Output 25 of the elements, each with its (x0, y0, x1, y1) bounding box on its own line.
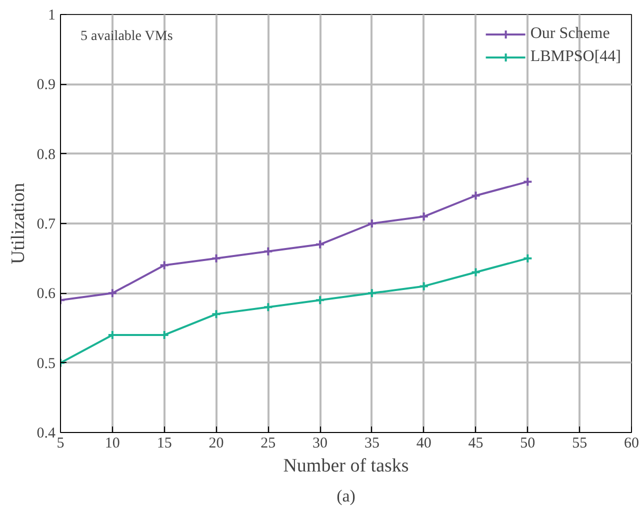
x-tick-label: 60 (624, 436, 639, 452)
x-tick-label: 45 (468, 436, 484, 452)
y-tick-label: 0.5 (36, 356, 56, 372)
x-tick-label: 55 (572, 436, 588, 452)
y-tick-label: 0.4 (36, 426, 56, 442)
y-axis-title: Utilization (8, 182, 29, 264)
legend-label: Our Scheme (530, 25, 610, 43)
y-tick-label: 0.7 (36, 216, 56, 232)
y-tick-label: 0.9 (36, 77, 56, 94)
x-tick-label: 50 (520, 436, 536, 452)
x-tick-label: 5 (56, 436, 64, 452)
y-tick-label: 0.6 (36, 286, 56, 302)
x-tick-label: 20 (208, 436, 224, 452)
annotation: 5 available VMs (80, 28, 173, 44)
y-tick-label: 1 (48, 8, 56, 24)
x-axis-title: Number of tasks (283, 456, 409, 476)
x-tick-label: 10 (104, 436, 120, 452)
x-tick-label: 40 (416, 436, 432, 452)
y-tick-label: 0.8 (36, 146, 56, 163)
x-tick-label: 15 (156, 436, 172, 452)
text: (a) (336, 486, 356, 506)
x-tick-label: 30 (312, 436, 328, 452)
x-tick-label: 35 (364, 436, 380, 452)
x-tick-label: 25 (260, 436, 276, 452)
legend-label: LBMPSO[44] (530, 48, 621, 66)
